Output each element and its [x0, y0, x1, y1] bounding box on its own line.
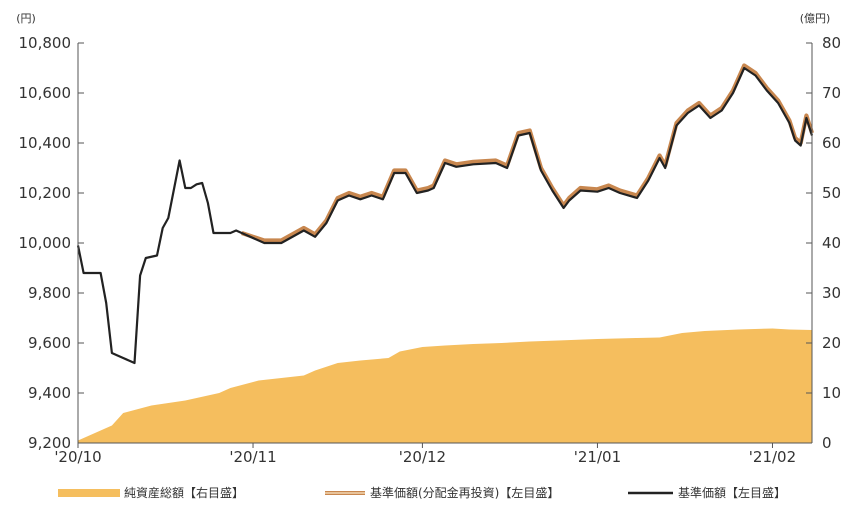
- x-tick-label: '20/10: [54, 448, 101, 466]
- series-line-nav: [76, 66, 814, 365]
- right-tick-label: 60: [822, 134, 841, 152]
- left-tick-label: 10,200: [19, 184, 72, 202]
- x-tick-label: '21/01: [574, 448, 621, 466]
- legend-label: 基準価額(分配金再投資)【左目盛】: [370, 485, 559, 500]
- left-tick-label: 10,800: [19, 34, 72, 52]
- area-layer: [78, 328, 812, 443]
- right-tick-label: 30: [822, 284, 841, 302]
- legend: 純資産総額【右目盛】 基準価額(分配金再投資)【左目盛】 基準価額【左目盛】: [58, 485, 786, 500]
- right-tick-label: 40: [822, 234, 841, 252]
- right-tick-label: 70: [822, 84, 841, 102]
- left-tick-label: 9,600: [28, 334, 71, 352]
- x-tick-label: '20/11: [229, 448, 276, 466]
- x-tick-label: '21/02: [749, 448, 796, 466]
- left-tick-label: 10,600: [19, 84, 72, 102]
- right-tick-label: 50: [822, 184, 841, 202]
- right-tick-label: 0: [822, 434, 832, 452]
- series-area-net-assets: [78, 328, 812, 443]
- axes-layer: 10,800 10,600 10,400 10,200 10,000 9,800 9,600…: [19, 34, 842, 466]
- left-tick-label: 10,000: [19, 234, 72, 252]
- left-tick-label: 9,200: [28, 434, 71, 452]
- legend-label: 基準価額【左目盛】: [678, 485, 786, 500]
- legend-swatch-net-assets: [58, 489, 120, 497]
- left-tick-label: 10,400: [19, 134, 72, 152]
- right-tick-label: 10: [822, 384, 841, 402]
- series-line-nav-reinvested: [241, 63, 815, 243]
- right-tick-label: 20: [822, 334, 841, 352]
- left-tick-label: 9,800: [28, 284, 71, 302]
- x-tick-label: '20/12: [399, 448, 446, 466]
- right-tick-label: 80: [822, 34, 841, 52]
- legend-label: 純資産総額【右目盛】: [124, 485, 244, 500]
- lines-layer: [76, 63, 815, 365]
- left-axis-unit: (円): [16, 12, 36, 25]
- left-tick-label: 9,400: [28, 384, 71, 402]
- right-axis-unit: (億円): [800, 12, 831, 25]
